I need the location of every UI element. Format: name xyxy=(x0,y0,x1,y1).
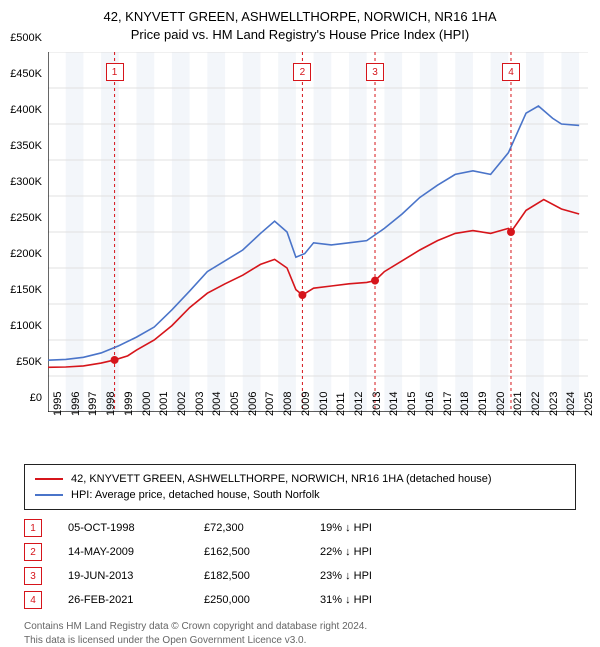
legend-swatch xyxy=(35,494,63,496)
y-tick-label: £250K xyxy=(10,212,42,224)
x-tick-label: 1996 xyxy=(70,392,82,416)
title-line-2: Price paid vs. HM Land Registry's House … xyxy=(0,26,600,44)
x-tick-label: 2011 xyxy=(335,393,347,417)
x-tick-label: 2018 xyxy=(459,392,471,416)
x-tick-label: 1998 xyxy=(105,392,117,416)
sale-marker-icon: 4 xyxy=(24,591,42,609)
y-tick-label: £0 xyxy=(30,392,42,404)
legend-label: 42, KNYVETT GREEN, ASHWELLTHORPE, NORWIC… xyxy=(71,473,492,485)
x-tick-label: 2023 xyxy=(548,392,560,416)
x-tick-label: 2010 xyxy=(318,392,330,416)
sale-hpi-diff: 19% ↓ HPI xyxy=(320,522,372,534)
legend-item: HPI: Average price, detached house, Sout… xyxy=(35,487,565,503)
x-tick-label: 2008 xyxy=(282,392,294,416)
x-tick-label: 2020 xyxy=(495,392,507,416)
y-tick-label: £500K xyxy=(10,32,42,44)
footer-line-2: This data is licensed under the Open Gov… xyxy=(24,634,576,647)
data-attribution: Contains HM Land Registry data © Crown c… xyxy=(24,620,576,647)
sale-price: £250,000 xyxy=(204,594,294,606)
sale-row: 2 14-MAY-2009 £162,500 22% ↓ HPI xyxy=(24,540,576,564)
x-tick-label: 2019 xyxy=(477,392,489,416)
x-tick-label: 2000 xyxy=(141,392,153,416)
sale-date: 05-OCT-1998 xyxy=(68,522,178,534)
y-tick-label: £350K xyxy=(10,140,42,152)
sale-marker-badge: 2 xyxy=(293,63,311,81)
sale-hpi-diff: 23% ↓ HPI xyxy=(320,570,372,582)
y-tick-label: £300K xyxy=(10,176,42,188)
sale-row: 1 05-OCT-1998 £72,300 19% ↓ HPI xyxy=(24,516,576,540)
x-tick-label: 2014 xyxy=(388,392,400,416)
sale-marker-badge: 1 xyxy=(106,63,124,81)
price-chart: 1 2 3 4 xyxy=(48,52,588,412)
chart-svg xyxy=(48,52,588,412)
y-tick-label: £200K xyxy=(10,248,42,260)
sale-marker-badge: 4 xyxy=(502,63,520,81)
y-tick-label: £450K xyxy=(10,68,42,80)
x-tick-label: 2012 xyxy=(353,392,365,416)
x-tick-label: 2025 xyxy=(583,392,595,416)
sale-date: 26-FEB-2021 xyxy=(68,594,178,606)
x-tick-label: 2024 xyxy=(565,392,577,416)
sale-price: £162,500 xyxy=(204,546,294,558)
chart-title: 42, KNYVETT GREEN, ASHWELLTHORPE, NORWIC… xyxy=(0,0,600,44)
sale-date: 14-MAY-2009 xyxy=(68,546,178,558)
sale-marker-badge: 3 xyxy=(366,63,384,81)
sale-row: 4 26-FEB-2021 £250,000 31% ↓ HPI xyxy=(24,588,576,612)
x-tick-label: 2016 xyxy=(424,392,436,416)
x-tick-label: 2022 xyxy=(530,392,542,416)
sale-marker-icon: 3 xyxy=(24,567,42,585)
x-tick-label: 1997 xyxy=(87,392,99,416)
sale-hpi-diff: 31% ↓ HPI xyxy=(320,594,372,606)
x-tick-label: 2013 xyxy=(371,392,383,416)
y-tick-label: £400K xyxy=(10,104,42,116)
y-tick-label: £150K xyxy=(10,284,42,296)
x-axis-labels: 1995199619971998199920002001200220032004… xyxy=(48,412,588,462)
x-tick-label: 2003 xyxy=(194,392,206,416)
x-tick-label: 1995 xyxy=(52,392,64,416)
y-axis-labels: £0£50K£100K£150K£200K£250K£300K£350K£400… xyxy=(0,38,44,398)
x-tick-label: 2007 xyxy=(264,392,276,416)
x-tick-label: 2017 xyxy=(442,392,454,416)
sale-row: 3 19-JUN-2013 £182,500 23% ↓ HPI xyxy=(24,564,576,588)
title-line-1: 42, KNYVETT GREEN, ASHWELLTHORPE, NORWIC… xyxy=(0,8,600,26)
x-tick-label: 2001 xyxy=(158,392,170,416)
x-tick-label: 2015 xyxy=(406,392,418,416)
y-tick-label: £100K xyxy=(10,320,42,332)
x-tick-label: 2005 xyxy=(229,392,241,416)
sale-date: 19-JUN-2013 xyxy=(68,570,178,582)
x-tick-label: 2006 xyxy=(247,392,259,416)
chart-legend: 42, KNYVETT GREEN, ASHWELLTHORPE, NORWIC… xyxy=(24,464,576,510)
legend-label: HPI: Average price, detached house, Sout… xyxy=(71,489,320,501)
sales-table: 1 05-OCT-1998 £72,300 19% ↓ HPI 2 14-MAY-2009… xyxy=(24,516,576,612)
x-tick-label: 2009 xyxy=(300,392,312,416)
sale-price: £72,300 xyxy=(204,522,294,534)
sale-marker-icon: 1 xyxy=(24,519,42,537)
x-tick-label: 1999 xyxy=(123,392,135,416)
sale-hpi-diff: 22% ↓ HPI xyxy=(320,546,372,558)
x-tick-label: 2004 xyxy=(211,392,223,416)
sale-marker-icon: 2 xyxy=(24,543,42,561)
x-tick-label: 2002 xyxy=(176,392,188,416)
y-tick-label: £50K xyxy=(16,356,42,368)
legend-item: 42, KNYVETT GREEN, ASHWELLTHORPE, NORWIC… xyxy=(35,471,565,487)
sale-price: £182,500 xyxy=(204,570,294,582)
footer-line-1: Contains HM Land Registry data © Crown c… xyxy=(24,620,576,634)
x-tick-label: 2021 xyxy=(512,392,524,416)
legend-swatch xyxy=(35,478,63,480)
